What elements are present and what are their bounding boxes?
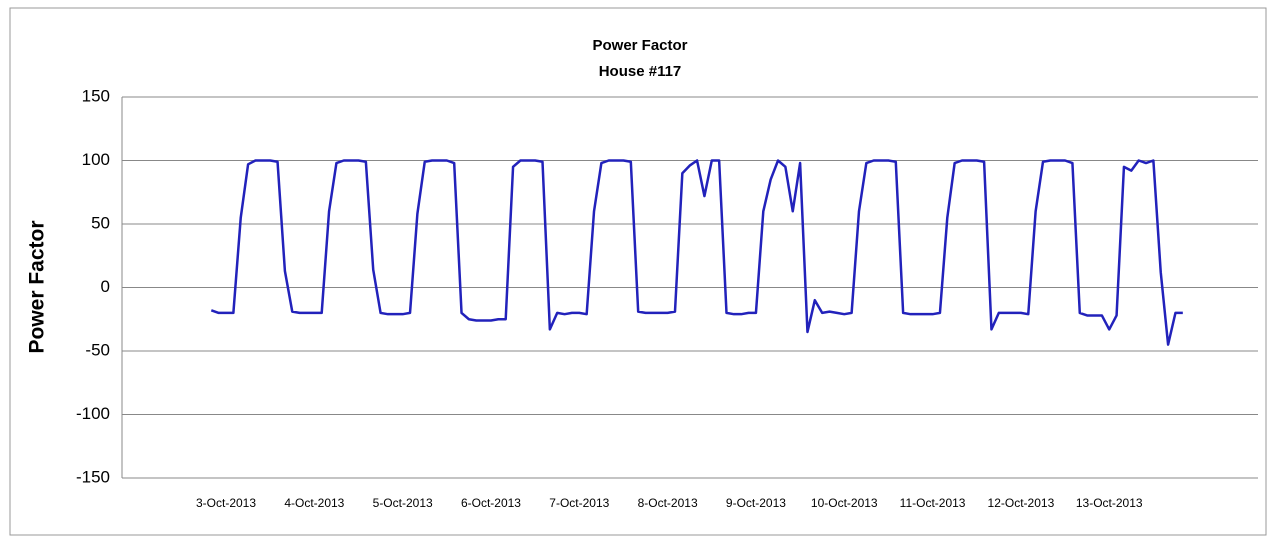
x-tick-label: 7-Oct-2013 [549,496,609,510]
x-tick-label: 13-Oct-2013 [1076,496,1143,510]
chart-border [9,7,1267,536]
y-tick-label: -100 [76,404,110,423]
x-tick-label: 8-Oct-2013 [638,496,698,510]
y-tick-label: -50 [85,340,110,359]
chart-title: Power Factor [592,37,687,54]
x-tick-label: 5-Oct-2013 [373,496,433,510]
x-tick-label: 11-Oct-2013 [900,496,966,510]
x-tick-label: 10-Oct-2013 [811,496,878,510]
data-line [210,159,1183,346]
y-tick-label: 100 [82,150,110,169]
x-tick-label: 12-Oct-2013 [988,496,1055,510]
x-tick-label: 6-Oct-2013 [461,496,521,510]
chart-subtitle: House #117 [599,63,682,80]
x-tick-label: 3-Oct-2013 [196,496,256,510]
x-tick-label: 9-Oct-2013 [726,496,786,510]
y-tick-label: 150 [82,86,110,105]
y-tick-label: 50 [91,213,110,232]
y-axis-title: Power Factor [26,220,49,353]
y-tick-label: 0 [101,277,110,296]
y-tick-label: -150 [76,467,110,486]
x-tick-label: 4-Oct-2013 [284,496,344,510]
